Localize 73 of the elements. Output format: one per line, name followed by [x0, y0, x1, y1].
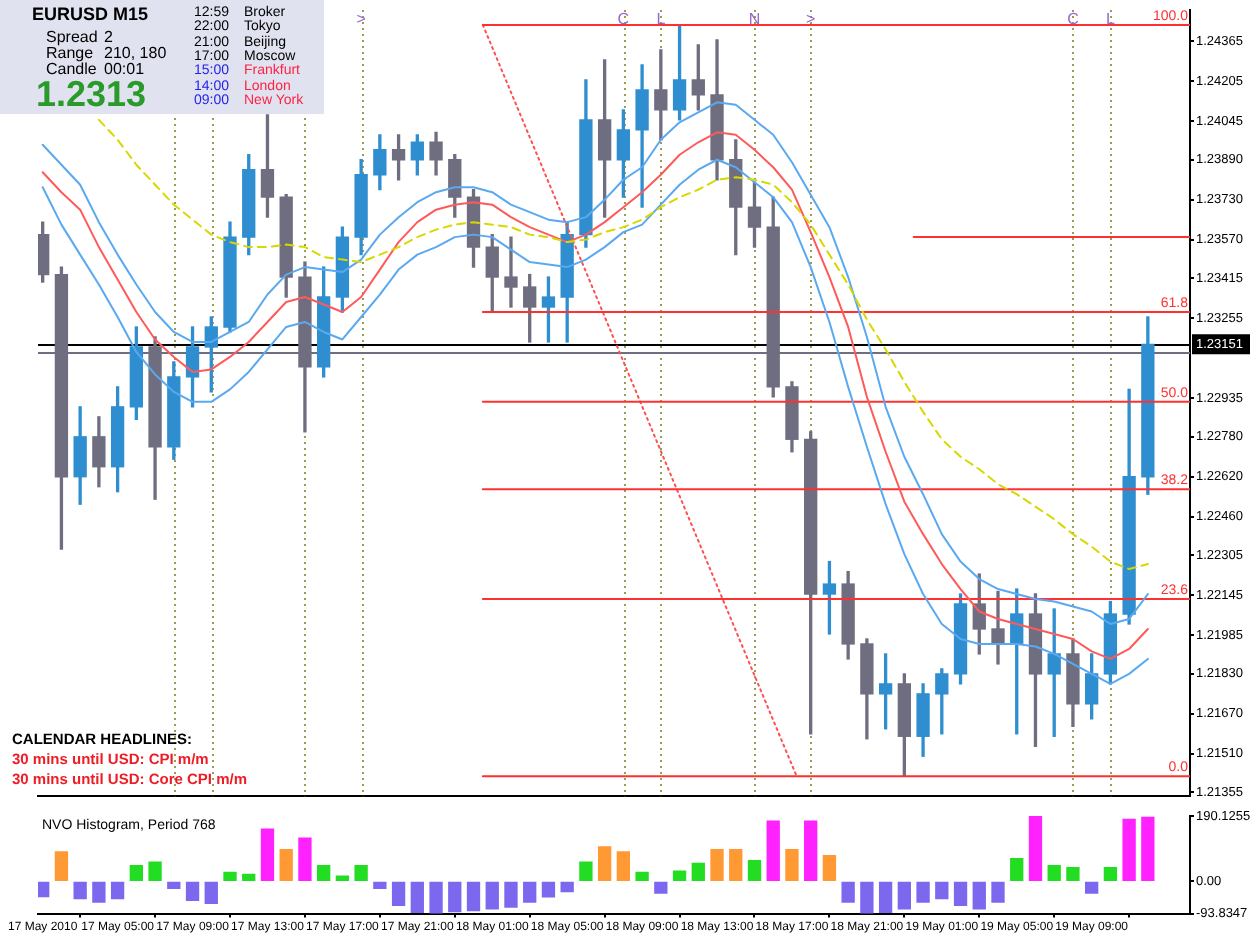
bar [860, 881, 874, 914]
bar [260, 828, 275, 882]
bar [185, 881, 200, 901]
bar [953, 881, 968, 907]
bar [616, 851, 631, 882]
bar [354, 864, 368, 882]
bar [54, 851, 69, 882]
bar [710, 849, 724, 882]
bar [38, 881, 50, 898]
bar [410, 881, 424, 913]
bar [654, 881, 668, 894]
bar [916, 881, 930, 903]
bar [747, 860, 762, 882]
bar [635, 871, 649, 882]
bar [560, 881, 574, 893]
bar [298, 837, 312, 882]
ref-line-label: > [806, 10, 817, 29]
ref-line-label: C [1067, 10, 1080, 29]
bar [541, 881, 556, 898]
bar [804, 820, 818, 882]
bar [485, 881, 499, 910]
bar [1141, 816, 1155, 882]
bar [148, 861, 162, 882]
ref-line-label: N [748, 10, 761, 29]
bar [73, 881, 87, 900]
bar [597, 846, 612, 882]
ref-line-label: L [656, 10, 667, 29]
bar [204, 881, 218, 905]
bar [279, 849, 293, 882]
text: EURUSD M15 [32, 4, 149, 24]
bar [991, 881, 1005, 903]
bar [223, 871, 237, 882]
bar [92, 881, 106, 903]
bar [466, 881, 481, 912]
annotation: 1.2313 [36, 74, 147, 114]
bar [579, 861, 593, 882]
bar [1010, 858, 1024, 882]
bar [391, 881, 406, 907]
bar [1066, 866, 1080, 882]
bar [504, 881, 518, 908]
bar [523, 881, 537, 903]
bar [1122, 818, 1136, 882]
bar [841, 881, 855, 903]
bar [935, 881, 949, 900]
ref-line-label: C [617, 10, 630, 29]
candlestick [504, 236, 518, 308]
bar [242, 873, 256, 882]
bar [729, 849, 743, 882]
annotation: Spread 2 [46, 28, 113, 46]
bar [429, 881, 443, 914]
bar [1047, 864, 1061, 882]
line-series [97, 118, 1149, 571]
ref-line-label: L [1105, 10, 1116, 29]
ref-line-label: > [356, 10, 367, 29]
bar [1103, 866, 1118, 882]
annotation: Range 210, 180 [46, 44, 167, 62]
bar [766, 820, 780, 882]
bar [448, 881, 462, 913]
bar [317, 864, 331, 882]
annotation: Candle 00:01 [46, 60, 145, 78]
bar [373, 881, 387, 889]
bar [1028, 816, 1043, 882]
bar [785, 849, 799, 882]
bar [878, 881, 893, 913]
bar [110, 881, 125, 900]
bar [672, 870, 687, 882]
bar [822, 854, 837, 882]
bar [129, 864, 143, 882]
bar [897, 881, 911, 910]
bar [167, 881, 181, 889]
bar [1085, 881, 1099, 894]
bar [972, 881, 986, 910]
bar [691, 862, 705, 882]
